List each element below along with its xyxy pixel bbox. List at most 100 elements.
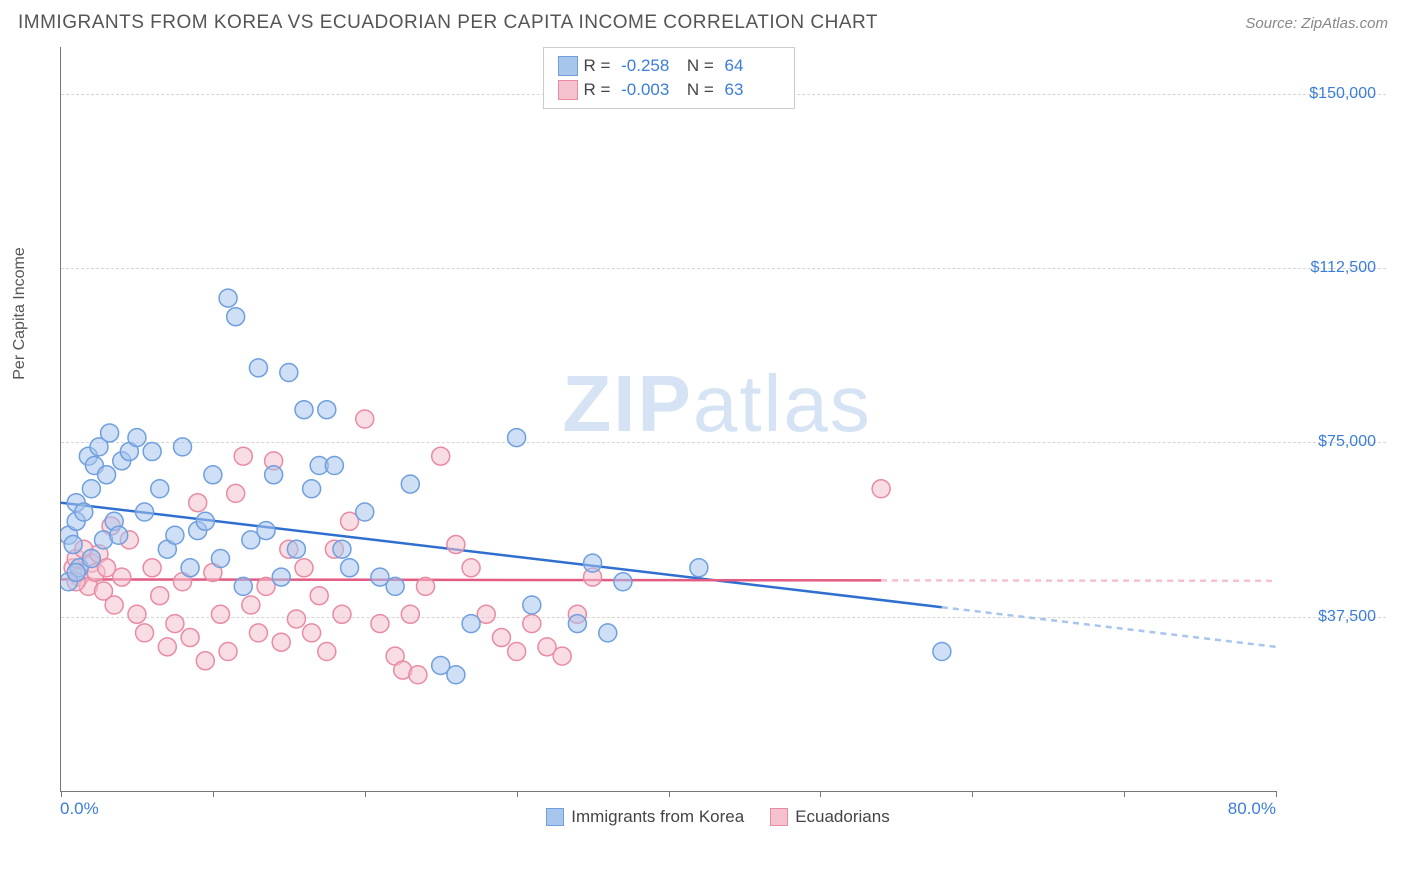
data-point-korea: [211, 550, 229, 568]
data-point-ecuadorian: [872, 480, 890, 498]
data-point-korea: [933, 643, 951, 661]
data-point-korea: [447, 666, 465, 684]
data-point-ecuadorian: [492, 629, 510, 647]
data-point-ecuadorian: [242, 596, 260, 614]
data-point-ecuadorian: [227, 484, 245, 502]
source-attribution: Source: ZipAtlas.com: [1245, 15, 1388, 32]
stats-r-value: -0.258: [621, 56, 676, 76]
data-point-ecuadorian: [136, 624, 154, 642]
bottom-legend: Immigrants from KoreaEcuadorians: [50, 807, 1386, 827]
stats-swatch-icon: [557, 56, 577, 76]
stats-legend: R = -0.258 N = 64R = -0.003 N = 63: [542, 47, 794, 109]
stats-row-ecuadorian: R = -0.003 N = 63: [557, 78, 779, 102]
data-point-ecuadorian: [249, 624, 267, 642]
data-point-korea: [584, 554, 602, 572]
x-tick: [61, 791, 62, 797]
data-point-ecuadorian: [356, 410, 374, 428]
x-tick: [669, 791, 670, 797]
data-point-korea: [166, 526, 184, 544]
data-point-korea: [110, 526, 128, 544]
data-point-korea: [280, 364, 298, 382]
data-point-ecuadorian: [371, 615, 389, 633]
data-point-korea: [341, 559, 359, 577]
x-tick: [213, 791, 214, 797]
legend-label: Immigrants from Korea: [571, 807, 744, 827]
data-point-korea: [128, 429, 146, 447]
data-point-korea: [401, 475, 419, 493]
source-prefix: Source:: [1245, 15, 1301, 32]
data-point-ecuadorian: [151, 587, 169, 605]
data-point-ecuadorian: [553, 647, 571, 665]
scatter-svg: [61, 47, 1276, 791]
data-point-ecuadorian: [219, 643, 237, 661]
data-point-korea: [196, 512, 214, 530]
data-point-korea: [523, 596, 541, 614]
data-point-ecuadorian: [447, 536, 465, 554]
data-point-korea: [227, 308, 245, 326]
data-point-ecuadorian: [333, 605, 351, 623]
data-point-korea: [204, 466, 222, 484]
x-tick: [1276, 791, 1277, 797]
data-point-korea: [568, 615, 586, 633]
data-point-korea: [272, 568, 290, 586]
y-tick-label: $112,500: [1310, 259, 1376, 277]
data-point-korea: [143, 443, 161, 461]
trendline-korea: [61, 503, 942, 608]
data-point-ecuadorian: [128, 605, 146, 623]
data-point-ecuadorian: [310, 587, 328, 605]
legend-item-korea: Immigrants from Korea: [546, 807, 744, 827]
data-point-korea: [508, 429, 526, 447]
stats-n-value: 63: [725, 80, 780, 100]
stats-r-value: -0.003: [621, 80, 676, 100]
chart-title: IMMIGRANTS FROM KOREA VS ECUADORIAN PER …: [18, 12, 878, 34]
data-point-ecuadorian: [432, 447, 450, 465]
legend-swatch-icon: [770, 808, 788, 826]
data-point-korea: [318, 401, 336, 419]
data-point-korea: [174, 438, 192, 456]
y-tick-label: $75,000: [1318, 433, 1376, 451]
stats-r-label: R =: [583, 80, 615, 100]
data-point-ecuadorian: [211, 605, 229, 623]
data-point-korea: [64, 536, 82, 554]
x-tick: [365, 791, 366, 797]
plot-area: ZIPatlas R = -0.258 N = 64R = -0.003 N =…: [60, 47, 1276, 792]
y-tick-label: $37,500: [1318, 608, 1376, 626]
data-point-ecuadorian: [417, 577, 435, 595]
stats-n-label: N =: [682, 80, 718, 100]
stats-swatch-icon: [557, 80, 577, 100]
y-tick-label: $150,000: [1309, 85, 1376, 103]
data-point-ecuadorian: [189, 494, 207, 512]
data-point-ecuadorian: [401, 605, 419, 623]
stats-n-value: 64: [725, 56, 780, 76]
x-tick: [820, 791, 821, 797]
data-point-ecuadorian: [523, 615, 541, 633]
data-point-korea: [219, 289, 237, 307]
data-point-korea: [265, 466, 283, 484]
data-point-ecuadorian: [295, 559, 313, 577]
source-name: ZipAtlas.com: [1301, 15, 1388, 32]
data-point-ecuadorian: [234, 447, 252, 465]
data-point-korea: [614, 573, 632, 591]
data-point-korea: [82, 550, 100, 568]
data-point-ecuadorian: [272, 633, 290, 651]
data-point-ecuadorian: [196, 652, 214, 670]
data-point-korea: [249, 359, 267, 377]
data-point-korea: [386, 577, 404, 595]
data-point-ecuadorian: [158, 638, 176, 656]
data-point-ecuadorian: [105, 596, 123, 614]
data-point-ecuadorian: [166, 615, 184, 633]
data-point-korea: [98, 466, 116, 484]
x-tick: [972, 791, 973, 797]
data-point-korea: [67, 563, 85, 581]
trendline-dashed-korea: [942, 607, 1276, 647]
data-point-ecuadorian: [508, 643, 526, 661]
data-point-ecuadorian: [303, 624, 321, 642]
data-point-korea: [325, 457, 343, 475]
data-point-korea: [599, 624, 617, 642]
data-point-korea: [101, 424, 119, 442]
data-point-korea: [181, 559, 199, 577]
data-point-korea: [295, 401, 313, 419]
chart-container: Per Capita Income ZIPatlas R = -0.258 N …: [50, 42, 1386, 832]
x-tick: [1124, 791, 1125, 797]
data-point-korea: [356, 503, 374, 521]
